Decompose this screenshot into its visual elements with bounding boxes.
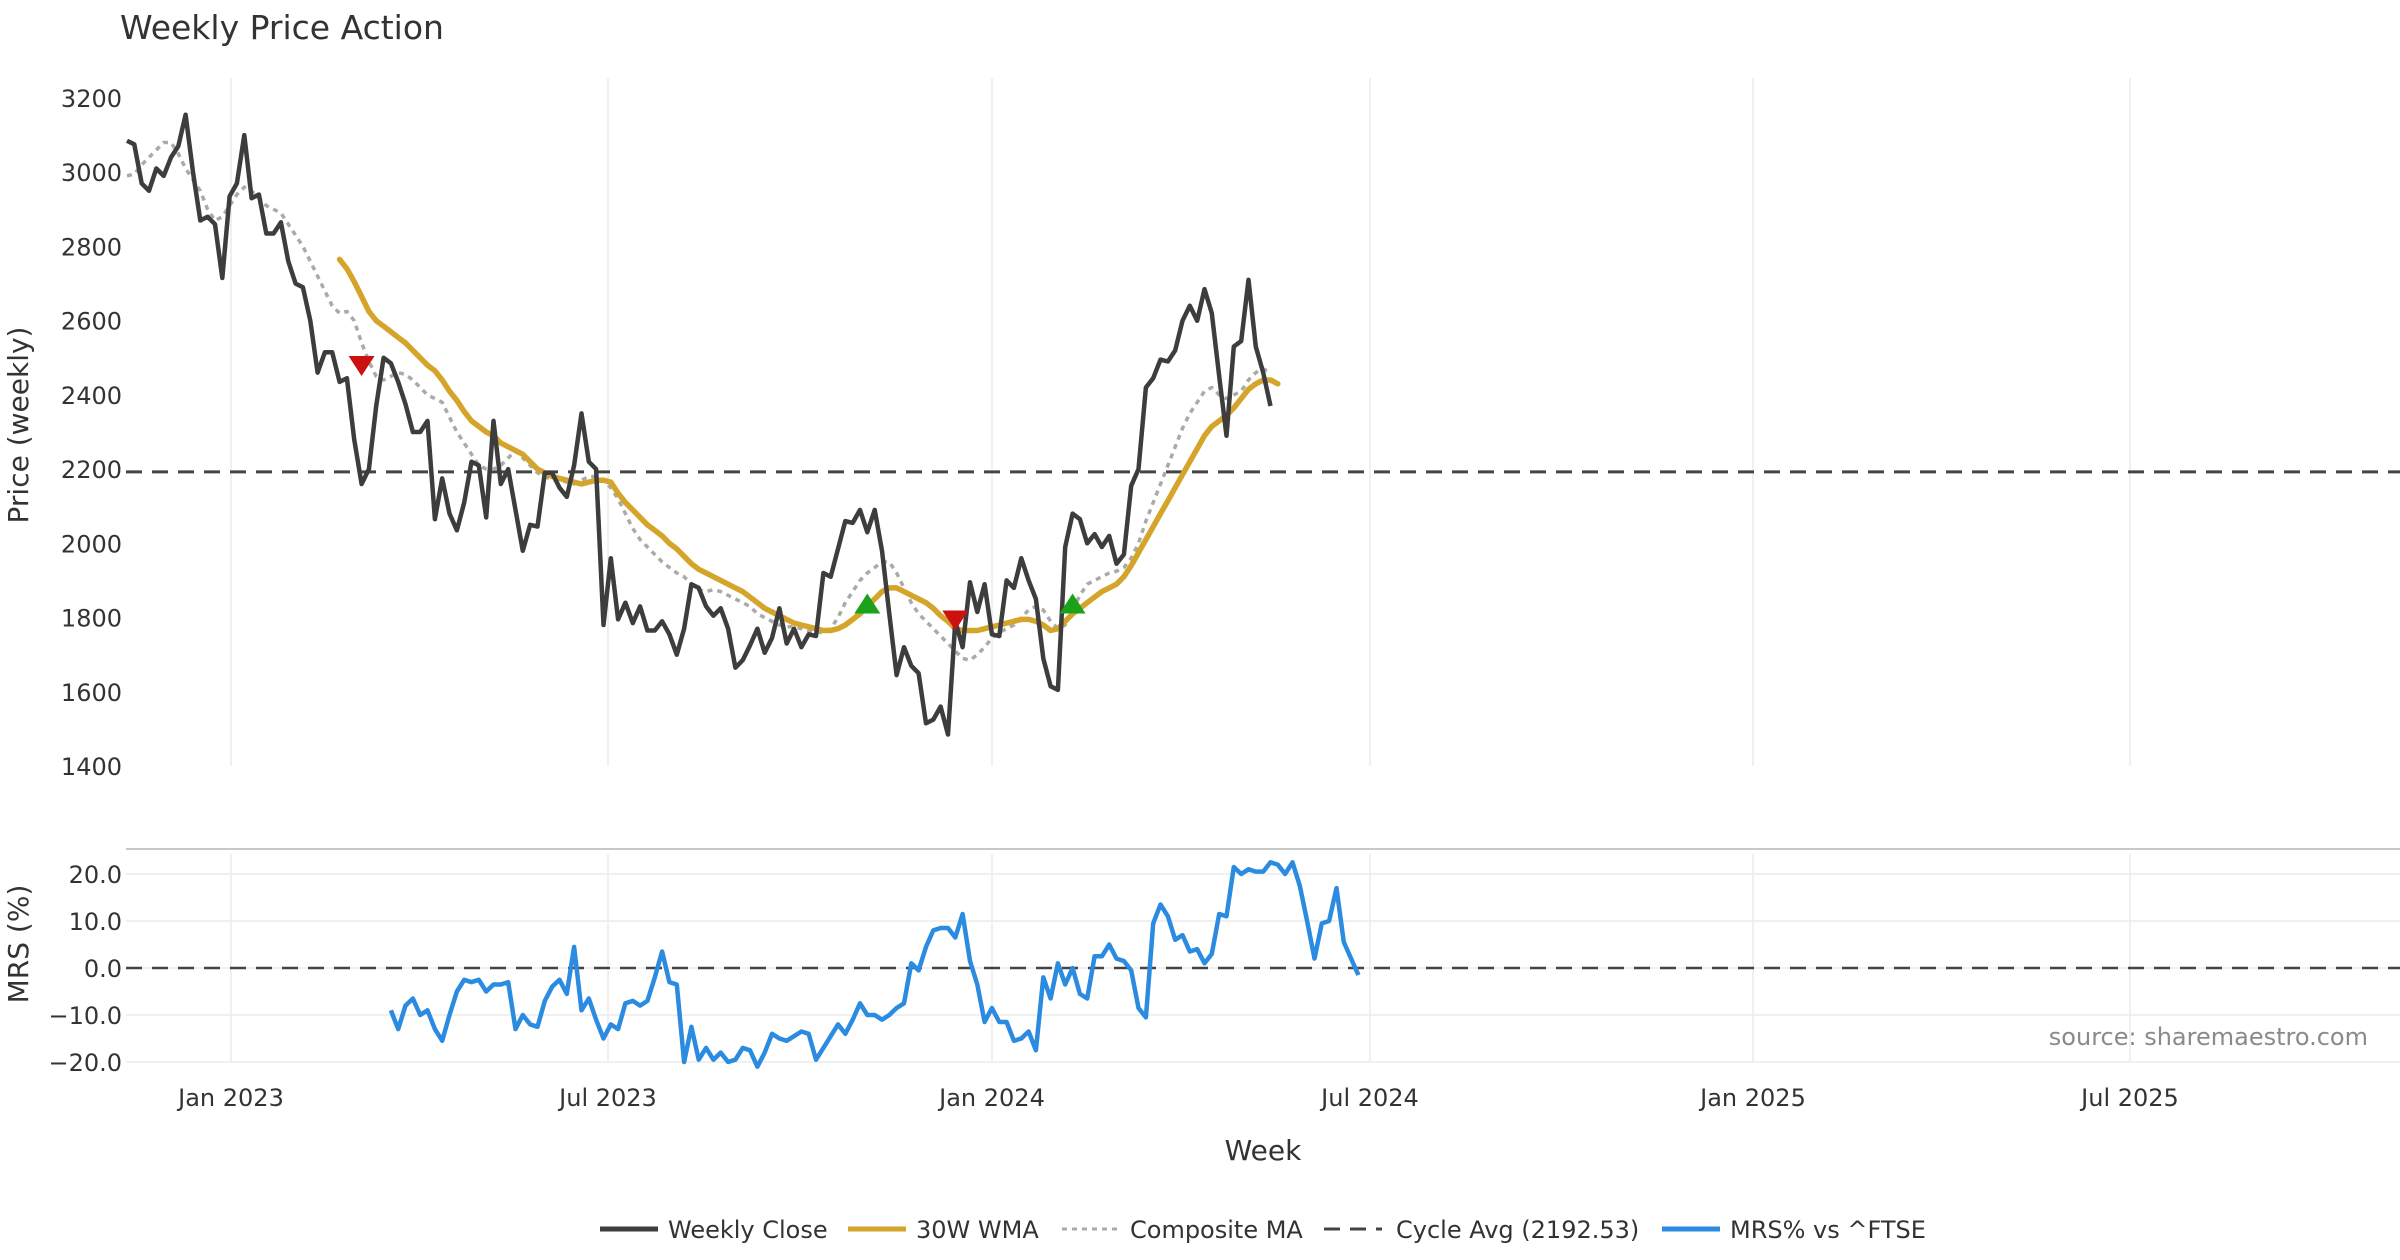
price-y-tick-label: 2000: [61, 530, 122, 558]
composite-ma-line: [126, 140, 1272, 662]
legend-wma-label: 30W WMA: [916, 1216, 1039, 1244]
price-y-tick-label: 2800: [61, 233, 122, 261]
source-label: source: sharemaestro.com: [2049, 1023, 2368, 1051]
price-lines: [125, 112, 2400, 737]
mrs-y-tick-label: −20.0: [48, 1049, 122, 1077]
x-axis-label: Week: [1225, 1134, 1302, 1167]
x-tick-label: Jul 2023: [557, 1084, 657, 1112]
legend: Weekly Close 30W WMA Composite MA Cycle …: [600, 1216, 1926, 1244]
price-y-tick-label: 3200: [61, 85, 122, 113]
mrs-lines: [388, 860, 1361, 1069]
signal-up-marker-1: [854, 593, 881, 614]
mrs-y-tick-label: 10.0: [69, 908, 122, 936]
weekly-close-line: [125, 112, 1273, 737]
legend-mrs: MRS% vs ^FTSE: [1662, 1216, 1926, 1244]
price-y-tick-label: 2200: [61, 456, 122, 484]
price-axis-label: Price (weekly): [2, 327, 35, 524]
mrs-y-tick-label: 20.0: [69, 861, 122, 889]
price-y-tick-label: 3000: [61, 159, 122, 187]
signal-up-marker-3: [1059, 593, 1086, 614]
price-y-tick-label: 1800: [61, 605, 122, 633]
wma-30w-line: [336, 256, 1281, 634]
legend-cycle-avg: Cycle Avg (2192.53): [1324, 1216, 1639, 1244]
signal-down-marker-2: [942, 610, 969, 631]
mrs-y-tick-label: −10.0: [48, 1002, 122, 1030]
legend-mrs-label: MRS% vs ^FTSE: [1730, 1216, 1926, 1244]
chart-title: Weekly Price Action: [120, 8, 444, 47]
legend-wma: 30W WMA: [848, 1216, 1039, 1244]
axis-ticks: Jan 2023 Jul 2023 Jan 2024 Jul 2024 Jan 2025…: [48, 85, 2178, 1112]
legend-weekly-close: Weekly Close: [600, 1216, 828, 1244]
legend-cycle-label: Cycle Avg (2192.53): [1396, 1216, 1639, 1244]
legend-weekly-close-label: Weekly Close: [668, 1216, 828, 1244]
price-y-tick-label: 1400: [61, 753, 122, 781]
legend-composite-label: Composite MA: [1130, 1216, 1303, 1244]
x-tick-label: Jan 2025: [1698, 1084, 1806, 1112]
mrs-line: [388, 860, 1361, 1069]
price-grid: [230, 78, 2131, 766]
x-tick-label: Jul 2025: [2079, 1084, 2179, 1112]
legend-composite-ma: Composite MA: [1062, 1216, 1303, 1244]
x-tick-label: Jan 2024: [937, 1084, 1045, 1112]
x-tick-label: Jul 2024: [1319, 1084, 1419, 1112]
x-tick-label: Jan 2023: [176, 1084, 284, 1112]
price-y-tick-label: 2600: [61, 308, 122, 336]
mrs-axis-label: MRS (%): [2, 885, 35, 1004]
price-y-tick-label: 1600: [61, 679, 122, 707]
signal-down-marker-0: [348, 355, 375, 376]
mrs-grid: [126, 848, 2400, 1063]
mrs-y-tick-label: 0.0: [84, 955, 122, 983]
price-y-tick-label: 2400: [61, 382, 122, 410]
